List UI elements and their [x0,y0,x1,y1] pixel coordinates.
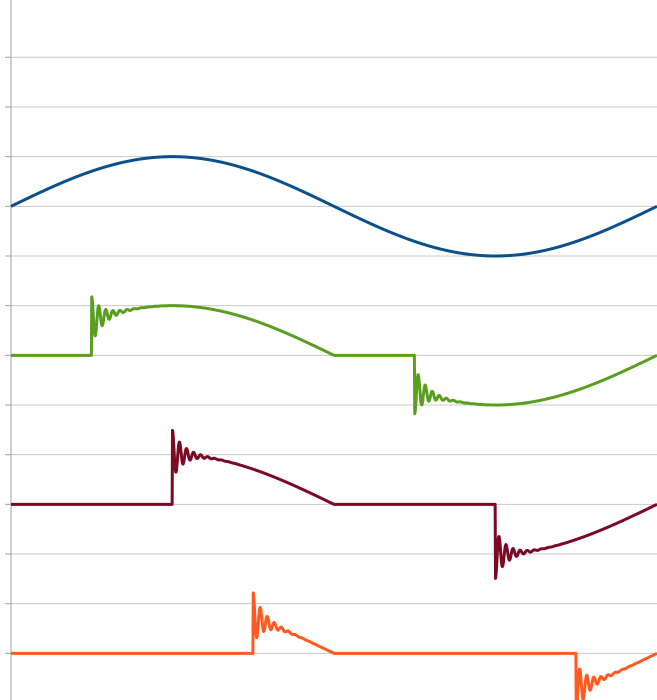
series-group [9,155,657,700]
series-line-2 [9,295,657,416]
series-line-1 [9,155,657,258]
series-line-4 [9,591,657,700]
series-line-3 [9,428,657,580]
